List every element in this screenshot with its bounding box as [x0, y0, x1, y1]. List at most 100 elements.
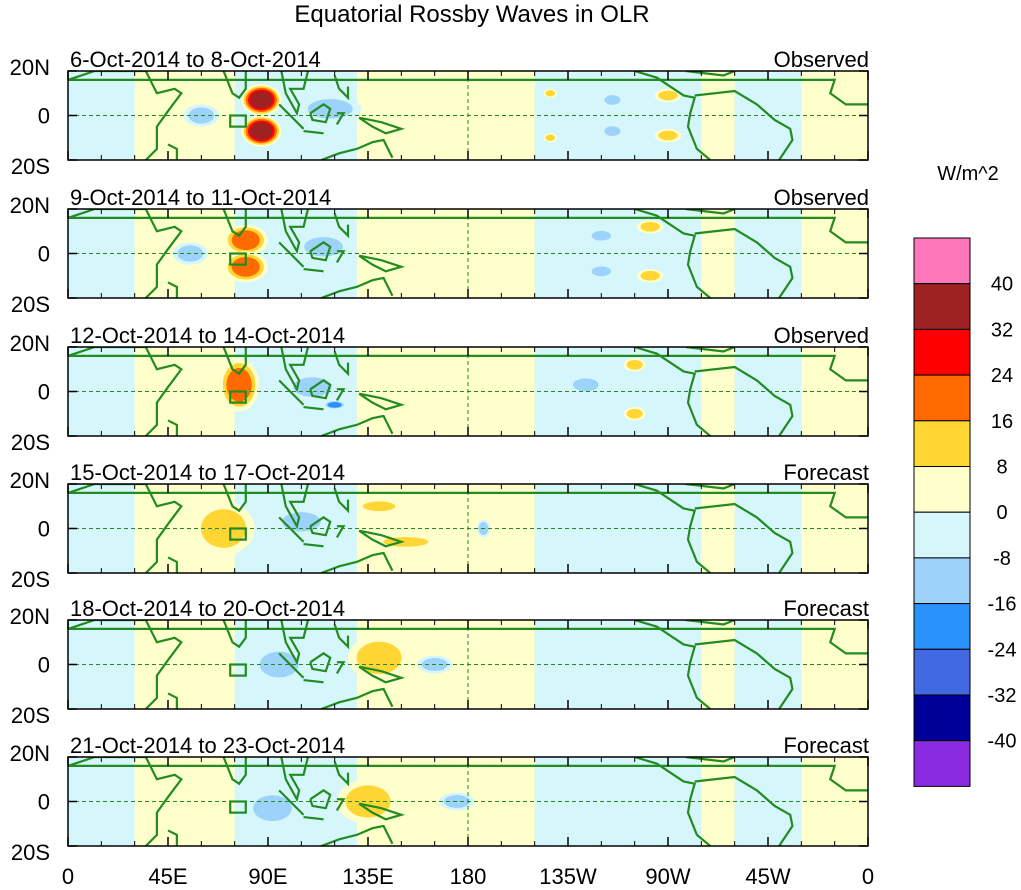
- anomaly-cell: [253, 795, 292, 822]
- coastline: [303, 678, 324, 684]
- coastline: [320, 824, 394, 846]
- coastline: [278, 103, 305, 130]
- panel-plot: [68, 620, 868, 709]
- coastline: [68, 216, 868, 244]
- colorbar-swatch: [913, 603, 971, 650]
- coastline: [280, 71, 310, 117]
- coastline: [320, 138, 394, 160]
- y-tick-label: 0: [38, 380, 50, 405]
- coastline: [358, 254, 406, 273]
- coastline: [685, 347, 736, 353]
- reference-box: [229, 800, 247, 814]
- reference-box: [229, 527, 247, 541]
- coastline: [167, 556, 178, 573]
- coastline: [685, 620, 736, 626]
- coastline: [694, 638, 794, 709]
- x-tick-label: 180: [450, 864, 487, 889]
- coastline: [333, 213, 350, 239]
- anomaly-cell: [604, 95, 621, 105]
- y-tick-label: 20S: [11, 703, 50, 728]
- panel-period: 12-Oct-2014 to 14-Oct-2014: [70, 323, 345, 348]
- anomaly-cell: [250, 91, 273, 109]
- panel-period: 6-Oct-2014 to 8-Oct-2014: [70, 47, 321, 72]
- coastline: [68, 484, 183, 573]
- anomaly-cell: [304, 237, 343, 257]
- anomaly-cell: [591, 266, 611, 277]
- y-tick-label: 0: [38, 104, 50, 129]
- colorbar-label: -40: [988, 731, 1017, 753]
- y-tick-label: 0: [38, 242, 50, 267]
- panel-2: 20N 0 20S 9-Oct-2014 to 11-Oct-2014 Observed: [10, 185, 869, 317]
- coastline: [685, 71, 736, 77]
- coastline: [167, 419, 178, 436]
- coastline: [320, 414, 394, 436]
- coastline: [335, 661, 346, 674]
- x-tick-label: 90E: [248, 864, 287, 889]
- y-tick-label: 20N: [10, 604, 50, 629]
- coastline: [280, 484, 310, 530]
- reference-box: [229, 663, 247, 677]
- x-axis: 0 45E 90E 135E 180 135W 90W 45W 0: [62, 864, 874, 889]
- colorbar-swatch: [913, 237, 971, 285]
- anomaly-cell: [345, 785, 391, 818]
- anomaly-cell: [545, 134, 556, 141]
- colorbar-label: 8: [996, 457, 1007, 479]
- coastline: [68, 620, 183, 709]
- coastline: [309, 241, 332, 262]
- x-tick-label: 135W: [539, 864, 597, 889]
- coastline: [278, 652, 305, 679]
- coastline: [167, 143, 178, 160]
- coastline: [333, 351, 350, 377]
- anomaly-cell: [640, 270, 660, 281]
- colorbar-swatch: [913, 466, 971, 513]
- coastline: [309, 652, 332, 673]
- panel-plot: [68, 71, 868, 160]
- panel-status: Forecast: [783, 733, 869, 758]
- chart-title: Equatorial Rossby Waves in OLR: [294, 1, 649, 28]
- y-tick-label: 20S: [11, 154, 50, 179]
- coastline: [358, 802, 406, 821]
- anomaly-cell: [604, 126, 621, 136]
- coastline: [358, 116, 406, 135]
- colorbar-swatch: [913, 694, 971, 742]
- coastline: [320, 551, 394, 573]
- panel-plot: [68, 209, 868, 298]
- coastline: [278, 789, 305, 816]
- y-tick-label: 20S: [11, 430, 50, 455]
- coastline: [303, 815, 324, 821]
- anomaly-cell: [231, 256, 260, 277]
- coastline: [222, 620, 247, 649]
- colorbar-swatch: [913, 511, 971, 559]
- panel-4: 20N 0 20S 15-Oct-2014 to 17-Oct-2014 Forecas…: [10, 460, 869, 592]
- coastline: [358, 665, 406, 684]
- coastline: [685, 484, 736, 490]
- colorbar-swatch: [913, 557, 971, 605]
- field-positive: [134, 757, 235, 846]
- anomaly-cell: [591, 230, 611, 241]
- coastline: [320, 687, 394, 709]
- coastline: [694, 365, 794, 436]
- y-tick-label: 20S: [11, 840, 50, 865]
- y-tick-label: 20S: [11, 292, 50, 317]
- x-tick-label: 0: [62, 864, 74, 889]
- field-positive: [134, 620, 235, 709]
- x-tick-label: 135E: [342, 864, 393, 889]
- panel-status: Forecast: [783, 460, 869, 485]
- y-tick-label: 0: [38, 653, 50, 678]
- y-tick-label: 0: [38, 517, 50, 542]
- coastline: [358, 529, 406, 548]
- coastline: [222, 757, 247, 786]
- colorbar-label: 24: [991, 365, 1013, 387]
- x-tick-label: 0: [862, 864, 874, 889]
- coastline: [694, 89, 794, 160]
- coastline: [167, 281, 178, 298]
- coastline: [68, 354, 868, 382]
- coastline: [335, 798, 346, 811]
- y-tick-label: 0: [38, 790, 50, 815]
- anomaly-cell: [572, 378, 599, 392]
- coastline: [280, 209, 310, 255]
- panel-period: 15-Oct-2014 to 17-Oct-2014: [70, 460, 345, 485]
- coastline: [333, 488, 350, 514]
- anomaly-cell: [658, 130, 678, 141]
- colorbar-units: W/m^2: [937, 163, 999, 185]
